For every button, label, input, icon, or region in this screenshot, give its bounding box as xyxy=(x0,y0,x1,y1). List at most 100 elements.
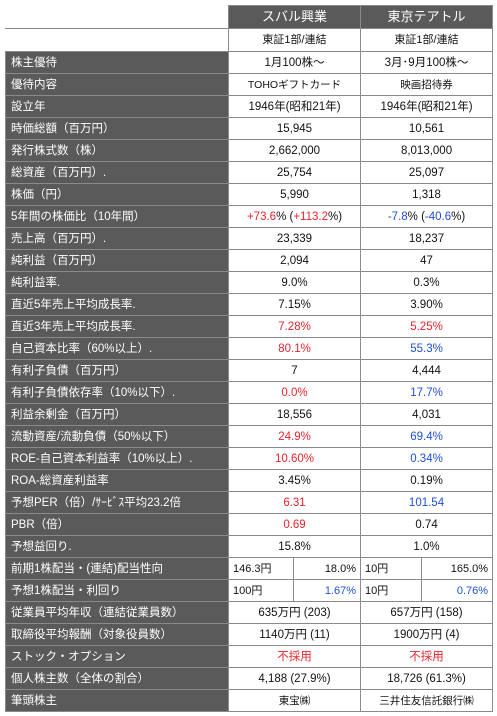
company-2-value: 映画招待券 xyxy=(360,73,494,96)
company-2-value: 8,013,000 xyxy=(360,139,494,162)
row-label: 有利子負債（百万円） xyxy=(5,359,229,382)
company-2-value: 5.25% xyxy=(360,315,494,338)
company-1-value: 9.0% xyxy=(227,271,362,294)
market-corner xyxy=(5,28,229,52)
row-jikoshihon: 自己資本比率（60%以上）. 80.1% 55.3% xyxy=(5,337,494,360)
company-2-value: 三井住友信託銀行㈱ xyxy=(360,689,494,712)
row-label: 5年間の株価比（10年間） xyxy=(5,205,229,228)
company-1-value: 不採用 xyxy=(227,645,362,668)
five-year-change: +73.6 xyxy=(246,210,277,223)
company-2-value: 18,726 (61.3%) xyxy=(360,667,494,690)
row-label: 設立年 xyxy=(5,95,229,118)
row-label: 利益余剰金（百万円） xyxy=(5,403,229,426)
company-1-value: 24.9% xyxy=(227,425,362,448)
row-label: 取締役平均報酬（対象役員数） xyxy=(5,623,229,646)
row-pbr: PBR（倍） 0.69 0.74 xyxy=(5,513,494,536)
company-1-dividend: 146.3円 xyxy=(228,557,294,580)
company-2-value: 0.3% xyxy=(360,271,494,294)
row-label: 発行株式数（株） xyxy=(5,139,229,162)
company-1-value: 1946年(昭和21年) xyxy=(227,95,362,118)
header-row: スバル興業 東京テアトル xyxy=(5,5,494,29)
row-label: 予想PER（倍）/ｻｰﾋﾞｽ平均23.2倍 xyxy=(5,491,229,514)
row-yoso-rimawari: 予想益回り. 15.8% 1.0% xyxy=(5,535,494,558)
row-label: 個人株主数（全体の割合） xyxy=(5,667,229,690)
row-uriage: 売上高（百万円）. 23,339 18,237 xyxy=(5,227,494,250)
header-corner xyxy=(5,5,229,29)
company-1-value: TOHOギフトカード xyxy=(227,73,362,96)
row-label: 有利子負債依存率（10%以下）. xyxy=(5,381,229,404)
separator-text: %) xyxy=(327,210,343,223)
row-label: 純利益（百万円） xyxy=(5,249,229,272)
company-1-value: 1140万円 (11) xyxy=(227,623,362,646)
company-2-value: -7.8% (-40.6%) xyxy=(360,205,494,228)
company-2-value: 4,031 xyxy=(360,403,494,426)
company-1-value: 7 xyxy=(227,359,362,382)
company-2-value: 47 xyxy=(360,249,494,272)
row-yurishi-ritsu: 有利子負債依存率（10%以下）. 0.0% 17.7% xyxy=(5,381,494,404)
company-1-value: 15.8% xyxy=(227,535,362,558)
company-1-value: 4,188 (27.9%) xyxy=(227,667,362,690)
company-1-value: 2,662,000 xyxy=(227,139,362,162)
row-label: 自己資本比率（60%以上）. xyxy=(5,337,229,360)
row-label: 時価総額（百万円） xyxy=(5,117,229,140)
company-1-value: 635万円 (203) xyxy=(227,601,362,624)
row-label: 株主優待 xyxy=(5,51,229,74)
company-2-value: 657万円 (158) xyxy=(360,601,494,624)
company-1-value: 7.28% xyxy=(227,315,362,338)
separator-text: %) xyxy=(451,210,466,223)
row-label: 従業員平均年収（連結従業員数） xyxy=(5,601,229,624)
company-2-value: 0.19% xyxy=(360,469,494,492)
row-roa: ROA-総資産利益率 3.45% 0.19% xyxy=(5,469,494,492)
row-label: 純利益率. xyxy=(5,271,229,294)
row-soshisan: 総資産（百万円）. 25,754 25,097 xyxy=(5,161,494,184)
company-1-value: 15,945 xyxy=(227,117,362,140)
company-2-market: 東証1部/連結 xyxy=(360,28,494,52)
row-rieki-yoyokin: 利益余剰金（百万円） 18,556 4,031 xyxy=(5,403,494,426)
company-1-name: スバル興業 xyxy=(227,5,362,29)
row-label: 予想1株配当・利回り xyxy=(5,579,229,602)
company-2-value: 4,444 xyxy=(360,359,494,382)
company-2-value: 55.3% xyxy=(360,337,494,360)
row-label: 株価（円） xyxy=(5,183,229,206)
row-growth5: 直近5年売上平均成長率. 7.15% 3.90% xyxy=(5,293,494,316)
separator-text: % ( xyxy=(276,210,294,223)
separator-text: % ( xyxy=(407,210,425,223)
company-1-value: +73.6% (+113.2%) xyxy=(227,205,362,228)
company-1-value: 0.0% xyxy=(227,381,362,404)
company-1-value: 6.31 xyxy=(227,491,362,514)
company-1-value: 0.69 xyxy=(227,513,362,536)
company-1-value: 2,094 xyxy=(227,249,362,272)
five-year-change: -7.8 xyxy=(387,210,408,223)
row-label: 優待内容 xyxy=(5,73,229,96)
company-1-value: 3.45% xyxy=(227,469,362,492)
row-nenshu: 従業員平均年収（連結従業員数） 635万円 (203) 657万円 (158) xyxy=(5,601,494,624)
row-label: 予想益回り. xyxy=(5,535,229,558)
row-kabuka: 株価（円） 5,990 1,318 xyxy=(5,183,494,206)
company-2-value: 1,318 xyxy=(360,183,494,206)
row-label: 流動資産/流動負債（50%以下） xyxy=(5,425,229,448)
company-2-yield: 0.76% xyxy=(421,579,494,602)
row-hitto: 筆頭株主 東宝㈱ 三井住友信託銀行㈱ xyxy=(5,689,494,712)
company-1-yield: 1.67% xyxy=(292,579,362,602)
company-1-value: 23,339 xyxy=(227,227,362,250)
row-kabukahi: 5年間の株価比（10年間） +73.6% (+113.2%) -7.8% (-4… xyxy=(5,205,494,228)
ten-year-change: +113.2 xyxy=(293,210,328,223)
company-1-value: 18,556 xyxy=(227,403,362,426)
company-1-dividend: 100円 xyxy=(228,579,294,602)
row-junriekiritsu: 純利益率. 9.0% 0.3% xyxy=(5,271,494,294)
company-2-value: 18,237 xyxy=(360,227,494,250)
row-junrieki: 純利益（百万円） 2,094 47 xyxy=(5,249,494,272)
company-2-value: 1946年(昭和21年) xyxy=(360,95,494,118)
company-2-value: 不採用 xyxy=(360,645,494,668)
row-label: 総資産（百万円）. xyxy=(5,161,229,184)
company-1-value: 10.60% xyxy=(227,447,362,470)
company-2-payout-ratio: 165.0% xyxy=(421,557,494,580)
company-2-value: 25,097 xyxy=(360,161,494,184)
row-setsuritsu: 設立年 1946年(昭和21年) 1946年(昭和21年) xyxy=(5,95,494,118)
company-2-value: 17.7% xyxy=(360,381,494,404)
company-2-name: 東京テアトル xyxy=(360,5,494,29)
company-2-value: 0.34% xyxy=(360,447,494,470)
company-2-value: 0.74 xyxy=(360,513,494,536)
company-1-value: 東宝㈱ xyxy=(227,689,362,712)
row-yutai: 株主優待 1月100株〜 3月･9月100株〜 xyxy=(5,51,494,74)
